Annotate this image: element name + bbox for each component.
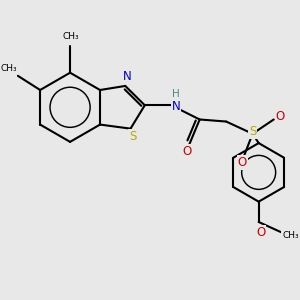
- Text: O: O: [276, 110, 285, 123]
- Text: CH₃: CH₃: [63, 32, 79, 41]
- Text: O: O: [256, 226, 265, 239]
- Text: S: S: [129, 130, 136, 143]
- Text: O: O: [238, 156, 247, 169]
- Text: CH₃: CH₃: [282, 230, 299, 239]
- Text: O: O: [183, 145, 192, 158]
- Text: N: N: [172, 100, 181, 112]
- Text: N: N: [123, 70, 132, 83]
- Text: H: H: [172, 89, 180, 99]
- Text: CH₃: CH₃: [0, 64, 17, 73]
- Text: S: S: [249, 125, 256, 138]
